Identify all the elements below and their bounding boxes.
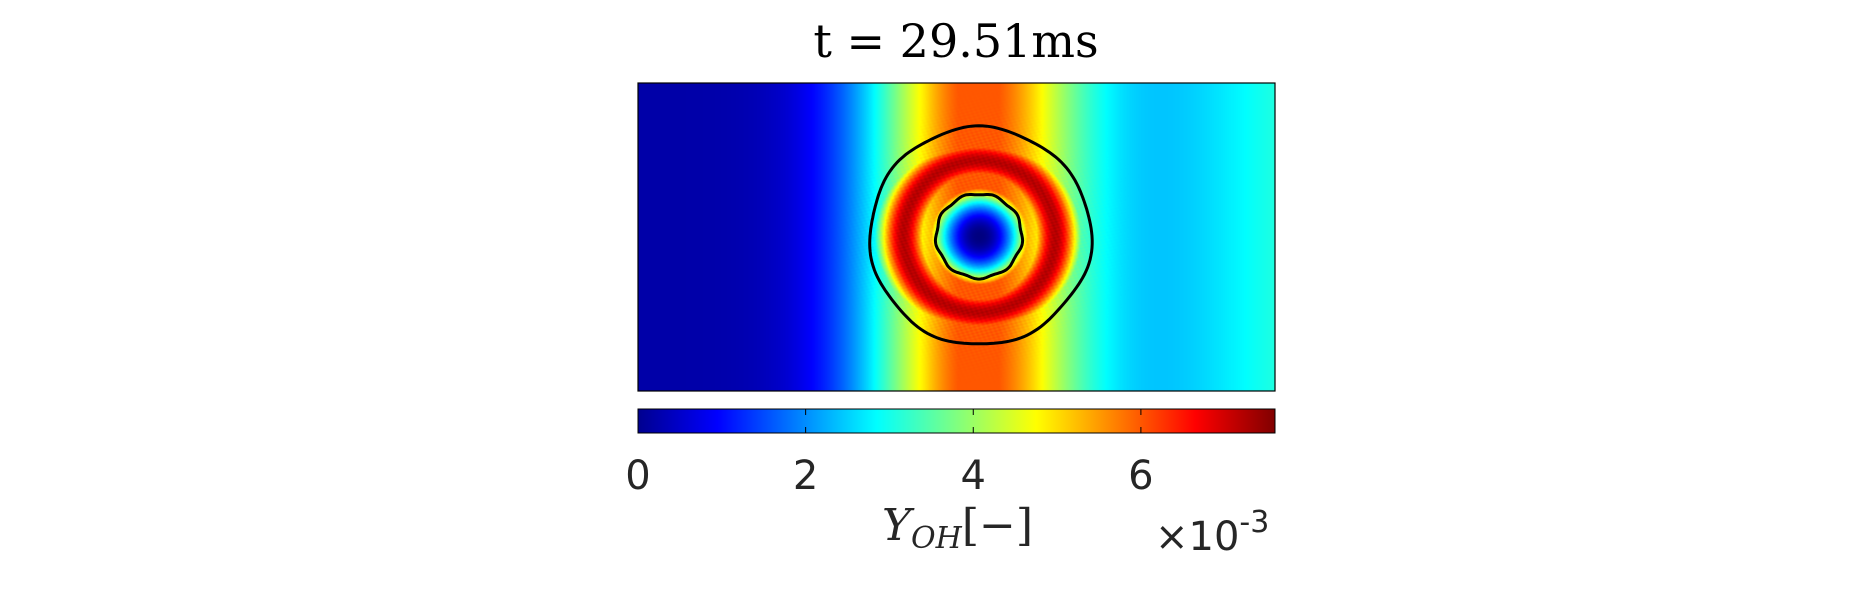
colorbar-tick-label: 2 (793, 453, 818, 499)
colorbar-gradient (637, 408, 1276, 434)
colorbar-multiplier-base: ×10 (1155, 514, 1239, 560)
colorbar-multiplier-exp: -3 (1239, 505, 1269, 540)
colorbar-tick-label: 0 (625, 453, 650, 499)
chart-title: t = 29.51ms (813, 14, 1098, 68)
colorbar-label: YOH[−] (882, 500, 1033, 556)
colorbar-ticks (637, 409, 1142, 433)
colorbar: 0 2 4 6 YOH[−] ×10-3 (625, 408, 1276, 560)
inner-contour (933, 193, 1025, 281)
colorbar-multiplier: ×10-3 (1155, 505, 1269, 560)
colorbar-tick-label: 4 (961, 453, 986, 499)
colorbar-label-main: Y (882, 500, 915, 551)
heatmap-canvas (638, 83, 1275, 391)
colorbar-label-sub: OH (911, 521, 963, 556)
colorbar-tick-labels: 0 2 4 6 (625, 453, 1153, 499)
colorbar-tick-label: 6 (1128, 453, 1153, 499)
outer-contour (868, 124, 1094, 346)
heatmap-plot (637, 82, 1276, 392)
plot-frame (637, 82, 1276, 392)
colorbar-label-unit: [−] (962, 500, 1033, 551)
